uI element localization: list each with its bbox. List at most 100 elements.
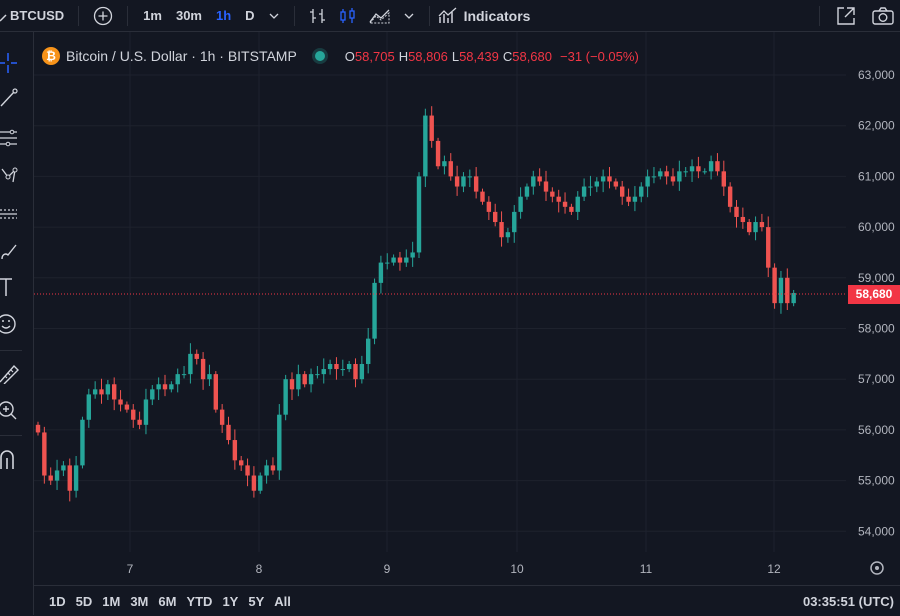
candle-body (327, 363, 333, 370)
candle-body (664, 171, 669, 177)
timeframe-1h[interactable]: 1h (216, 8, 232, 23)
range-6m[interactable]: 6M (158, 593, 177, 609)
search-icon (0, 13, 7, 22)
candle-body (556, 196, 561, 202)
range-ytd[interactable]: YTD (186, 593, 213, 609)
candle-body (486, 201, 492, 212)
candle-body (740, 216, 746, 223)
open-value: 58,705 (354, 48, 395, 64)
y-tick-label: 60,000 (858, 220, 895, 234)
chart-type-dropdown[interactable] (397, 10, 421, 22)
candle-body (581, 186, 587, 197)
candle-body (461, 176, 466, 187)
divider (428, 5, 430, 26)
low-label: L (451, 48, 460, 64)
clock-time[interactable]: 03:35:51 (UTC) (802, 593, 894, 609)
candle-body (239, 460, 244, 466)
timeframe-30m[interactable]: 30m (175, 8, 202, 23)
candle-body (702, 171, 707, 173)
candle-body (131, 409, 136, 420)
candle-body (473, 176, 479, 192)
trend-line-tool[interactable] (0, 86, 20, 110)
indicators-icon (438, 7, 456, 23)
divider (78, 5, 80, 26)
legend-title[interactable]: Bitcoin / U.S. Dollar · 1h · BITSTAMP (66, 48, 297, 64)
timeframe-1m[interactable]: 1m (143, 8, 162, 23)
timeframe-d[interactable]: D (245, 8, 255, 23)
candle-body (493, 211, 498, 223)
measure-tool[interactable] (0, 361, 20, 385)
bar-style-button[interactable] (303, 7, 333, 25)
candle-body (207, 374, 212, 380)
emoji-tool[interactable] (0, 312, 20, 336)
trend-line-icon (0, 88, 18, 107)
candle-body (791, 293, 796, 304)
snapshot-button[interactable] (864, 6, 900, 25)
candle-body (378, 262, 384, 283)
candle-body (600, 176, 606, 182)
candle-body (80, 419, 85, 466)
range-1m[interactable]: 1M (102, 593, 121, 609)
y-tick-label: 56,000 (858, 423, 895, 437)
range-1d[interactable]: 1D (49, 593, 66, 609)
range-5d[interactable]: 5D (75, 593, 93, 609)
zoom-in-icon (0, 401, 17, 420)
chart-area[interactable]: 63,000 62,000 61,000 60,000 59,000 58,000 57,0… (34, 32, 900, 585)
timeframe-dropdown[interactable] (262, 10, 286, 22)
candle-body (658, 171, 663, 177)
range-all[interactable]: All (274, 593, 291, 609)
fullscreen-button[interactable] (828, 6, 864, 26)
zoom-tool[interactable] (0, 399, 20, 423)
market-status-icon (314, 51, 325, 61)
range-5y[interactable]: 5Y (248, 593, 265, 609)
candle-style-button[interactable] (333, 7, 363, 25)
candle-body (620, 186, 625, 197)
y-tick-label: 58,000 (858, 322, 895, 336)
bitcoin-icon: ₿ (42, 47, 60, 65)
compare-symbol-button[interactable] (87, 6, 119, 26)
indicators-button[interactable]: Indicators (438, 0, 530, 31)
range-1y[interactable]: 1Y (222, 593, 239, 609)
divider (0, 435, 22, 436)
crosshair-tool[interactable] (0, 51, 20, 75)
candle-body (99, 389, 104, 395)
forecast-tool[interactable] (0, 202, 20, 226)
plus-circle-icon (94, 6, 113, 25)
pattern-tool[interactable] (0, 163, 20, 187)
candle-body (162, 384, 168, 390)
symbol-search[interactable]: BTCUSD (0, 0, 64, 31)
candle-body (112, 384, 117, 400)
y-tick-label: 59,000 (858, 271, 895, 285)
horizontal-line-tool[interactable] (0, 126, 20, 150)
text-tool[interactable] (0, 275, 20, 299)
open-label: O (344, 48, 355, 64)
candle-body (48, 475, 53, 481)
range-3m[interactable]: 3M (130, 593, 149, 609)
candles (35, 106, 796, 502)
candle-body (245, 465, 250, 476)
magnet-tool[interactable] (0, 448, 20, 472)
divider (127, 5, 129, 26)
bottom-toolbar: 1D 5D 1M 3M 6M YTD 1Y 5Y All 03:35:51 (U… (34, 585, 900, 616)
x-tick-label: 11 (640, 562, 653, 576)
y-tick-label: 57,000 (858, 372, 895, 386)
divider (0, 350, 22, 351)
close-label: C (502, 48, 513, 64)
text-icon (0, 278, 12, 296)
candle-body (270, 465, 276, 471)
candle-body (670, 176, 676, 182)
candle-body (359, 363, 365, 380)
candle-body (289, 379, 295, 390)
candle-body (308, 374, 314, 385)
candle-body (277, 414, 282, 471)
settings-button[interactable] (870, 561, 884, 575)
candle-body (480, 191, 485, 202)
area-style-button[interactable] (363, 7, 397, 25)
candle-body (397, 257, 403, 263)
brush-tool[interactable] (0, 239, 20, 263)
candle-body (448, 161, 453, 177)
divider (293, 5, 295, 26)
candle-body (683, 171, 688, 173)
candlestick-chart[interactable]: 63,000 62,000 61,000 60,000 59,000 58,000 57,0… (34, 32, 900, 585)
timeframe-group: 1m 30m 1h D (136, 0, 285, 31)
